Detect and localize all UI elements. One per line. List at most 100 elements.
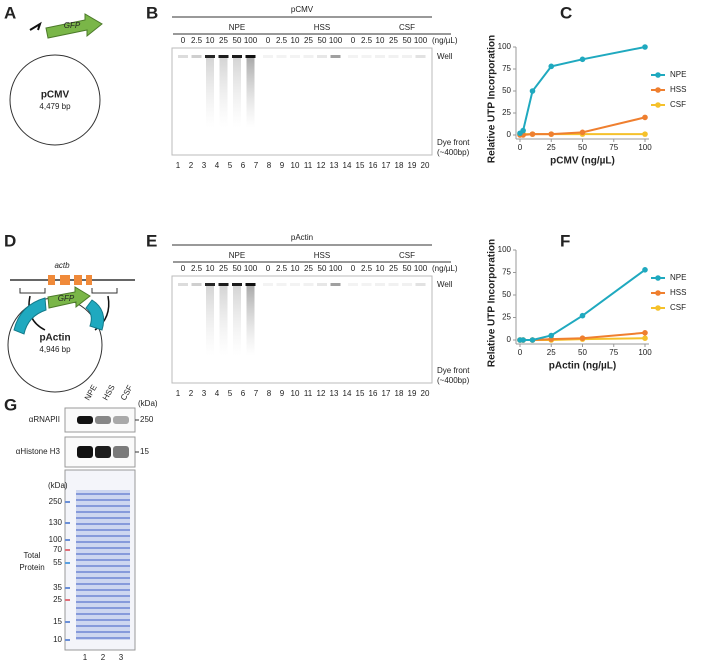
smear [246, 58, 255, 128]
concentration: 25 [219, 264, 228, 273]
legend-label: NPE [670, 273, 686, 282]
marker-band [65, 539, 70, 541]
data-point [579, 335, 586, 342]
well-label: Well [437, 280, 453, 289]
data-point [642, 335, 648, 342]
gfp-arrow [47, 286, 91, 309]
x-tick-label: 25 [547, 348, 556, 357]
concentration: 0 [351, 36, 356, 45]
data-point [548, 332, 555, 339]
lane-label: NPE [83, 383, 99, 402]
blot-name: αRNAPII [29, 415, 60, 424]
legend-label: NPE [670, 70, 686, 79]
stain-lane [94, 490, 112, 640]
well-band [290, 55, 300, 58]
data-point [579, 129, 586, 136]
concentration: 0 [266, 264, 271, 273]
x-tick-label: 0 [518, 143, 523, 152]
lane-number: 3 [202, 161, 207, 170]
concentration: 100 [414, 264, 428, 273]
lane-number: 14 [343, 389, 352, 398]
well-band [388, 283, 399, 286]
marker-band [65, 501, 70, 503]
blot-name: αHistone H3 [16, 447, 61, 456]
group-label: NPE [229, 23, 245, 32]
concentration: 50 [318, 36, 327, 45]
concentration: 50 [233, 264, 242, 273]
y-tick-label: 50 [502, 290, 511, 299]
y-tick-label: 25 [502, 108, 511, 117]
legend-dot [655, 87, 661, 93]
dye-size: (~400bp) [437, 376, 470, 385]
well-band [348, 283, 358, 286]
blot-marker: 250 [140, 415, 154, 424]
well-band [218, 55, 229, 58]
concentration: 2.5 [191, 264, 203, 273]
panel-label: G [4, 395, 17, 414]
lane-number: 2 [189, 161, 194, 170]
blot-band [77, 416, 93, 424]
group-label: CSF [399, 251, 415, 260]
marker-band [65, 599, 70, 601]
gene-label: actb [54, 261, 70, 270]
data-point [520, 127, 526, 134]
data-point [579, 56, 586, 63]
lane-number: 14 [343, 161, 352, 170]
marker-label: 25 [53, 595, 62, 604]
x-tick-label: 25 [547, 143, 556, 152]
well-band [388, 55, 399, 58]
concentration: 50 [403, 36, 412, 45]
well-band [375, 55, 385, 58]
concentration: 100 [329, 36, 343, 45]
data-point [579, 312, 586, 319]
x-tick-label: 100 [638, 143, 652, 152]
dye-label: Dye front [437, 138, 470, 147]
lane-number: 3 [119, 653, 124, 662]
well-band [348, 55, 358, 58]
smear [246, 286, 255, 356]
y-tick-label: 0 [507, 335, 512, 344]
gel [171, 275, 433, 384]
well-band [415, 283, 426, 286]
marker-band [65, 562, 70, 564]
homology-arm [85, 299, 105, 331]
concentration: 25 [219, 36, 228, 45]
concentration: 2.5 [276, 264, 288, 273]
exon [48, 275, 55, 285]
well-band [245, 283, 256, 286]
concentration: 25 [304, 36, 313, 45]
plasmid-name: pCMV [41, 90, 70, 101]
lane-number: 2 [101, 653, 106, 662]
exon [60, 275, 70, 285]
group-label: NPE [229, 251, 245, 260]
well-band [178, 55, 188, 58]
lane-label: HSS [101, 383, 117, 402]
well-label: Well [437, 52, 453, 61]
data-point [520, 337, 526, 343]
promoter [29, 21, 42, 31]
y-tick-label: 25 [502, 313, 511, 322]
legend-label: CSF [670, 303, 686, 312]
plasmid-name: pActin [39, 333, 70, 344]
well-band [402, 55, 412, 58]
data-point [642, 131, 648, 137]
well-band [205, 55, 215, 58]
lane-number: 12 [317, 389, 326, 398]
lane-number: 18 [395, 161, 404, 170]
concentration: 2.5 [191, 36, 203, 45]
lane-number: 7 [254, 161, 259, 170]
lane-number: 8 [267, 389, 272, 398]
concentration: 0 [266, 36, 271, 45]
well-band [303, 55, 314, 58]
x-tick-label: 100 [638, 348, 652, 357]
well-band [330, 283, 341, 286]
well-band [361, 55, 372, 58]
gfp-label: GFP [64, 21, 81, 30]
lane-number: 5 [228, 389, 233, 398]
well-band [232, 55, 242, 58]
concentration: 2.5 [276, 36, 288, 45]
well-band [276, 55, 287, 58]
well-band [402, 283, 412, 286]
panel-label: A [4, 3, 16, 22]
y-axis-label: Relative UTP Incorporation [487, 239, 498, 367]
